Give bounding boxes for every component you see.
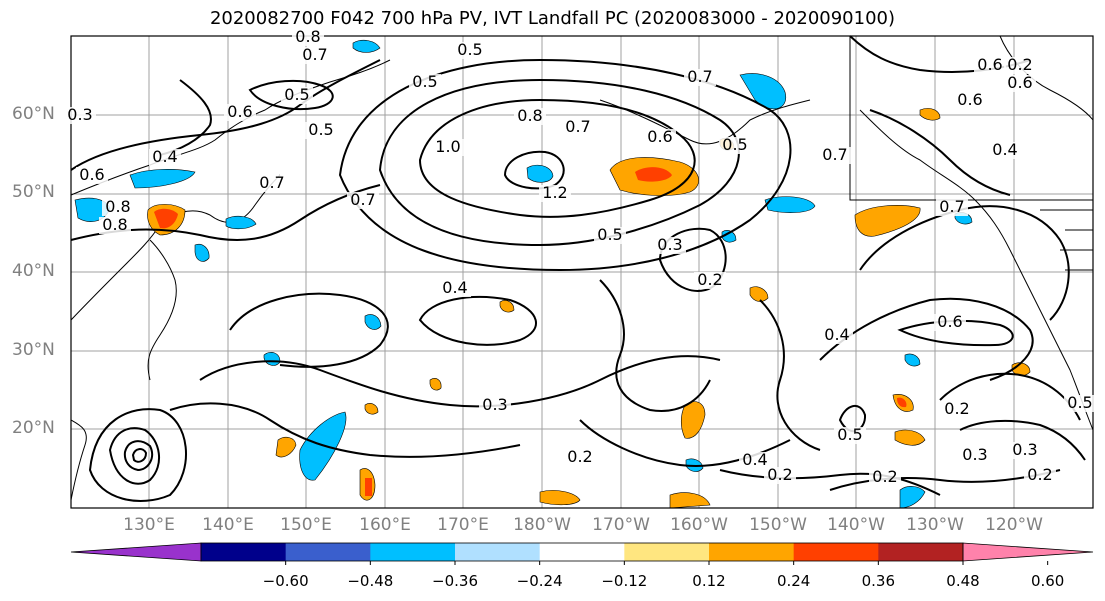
lon-label-140e: 140°E [202, 515, 254, 535]
colorbar-segment [793, 543, 879, 561]
colorbar-tick-label: 0.24 [776, 572, 811, 590]
lat-label-20n: 20°N [12, 418, 55, 438]
contour-label: 0.5 [597, 225, 622, 244]
colorbar-extend-low [70, 542, 202, 562]
colorbar-tick-label: −0.36 [432, 572, 478, 590]
contour-label: 0.2 [767, 465, 792, 484]
contour-label: 0.6 [1007, 73, 1032, 92]
colorbar-segment [285, 543, 371, 561]
contour-label: 0.4 [824, 325, 849, 344]
contour-label: 0.7 [939, 197, 964, 216]
contour-label: 0.3 [962, 445, 987, 464]
colorbar-extend-high [962, 542, 1094, 562]
colorbar-tick-label: 0.60 [1030, 572, 1065, 590]
colorbar-segment [624, 543, 710, 561]
lat-label-50n: 50°N [12, 182, 55, 202]
lon-label-130e: 130°E [123, 515, 175, 535]
colorbar-tick-label: 0.36 [861, 572, 896, 590]
contour-label: 0.5 [284, 85, 309, 104]
lon-label-160w: 160°W [670, 515, 728, 535]
lon-label-170e: 170°E [437, 515, 489, 535]
contour-label: 0.3 [1012, 440, 1037, 459]
lat-label-60n: 60°N [12, 104, 55, 124]
contour-label: 0.2 [1027, 465, 1052, 484]
colorbar-segment [878, 543, 964, 561]
contour-label: 0.5 [308, 120, 333, 139]
colorbar-tick-label: −0.48 [347, 572, 394, 590]
contour-label: 0.8 [517, 106, 542, 125]
colorbar-segment [539, 543, 625, 561]
contour-label: 0.2 [872, 467, 897, 486]
contour-label: 0.4 [152, 147, 177, 166]
contour-label: 0.7 [302, 45, 327, 64]
contour-label: 0.7 [259, 173, 284, 192]
map-frame [70, 35, 1094, 509]
contour-label: 0.8 [102, 215, 127, 234]
contour-label: 0.6 [937, 312, 962, 331]
contour-label: 0.3 [482, 395, 507, 414]
contour-label: 0.7 [350, 190, 375, 209]
lon-label-150e: 150°E [280, 515, 332, 535]
colorbar-tick-label: 0.48 [946, 572, 980, 590]
contour-label: 0.4 [992, 140, 1017, 159]
contour-labels: 0.80.70.60.50.50.50.70.70.30.40.60.80.80… [64, 27, 1096, 486]
lat-label-40n: 40°N [12, 261, 55, 281]
contour-label: 0.6 [79, 165, 104, 184]
contour-label: 0.8 [295, 27, 320, 46]
lon-label-160e: 160°E [359, 515, 411, 535]
colorbar-tick-label: −0.60 [262, 572, 309, 590]
colorbar-segment [455, 543, 541, 561]
colorbar-tick-label: −0.12 [601, 572, 648, 590]
contour-label: 0.7 [687, 67, 712, 86]
contour-label: 0.5 [412, 72, 437, 91]
pv-shading [74, 39, 1031, 509]
contour-label: 0.4 [742, 450, 767, 469]
contour-label: 0.5 [457, 40, 482, 59]
contour-label: 0.6 [957, 90, 982, 109]
lat-label-30n: 30°N [12, 340, 55, 360]
colorbar-tick-label: 0.12 [692, 572, 726, 590]
contour-label: 0.7 [822, 145, 847, 164]
contour-label: 0.4 [442, 278, 467, 297]
lon-label-120w: 120°W [985, 515, 1043, 535]
contour-label: 0.5 [722, 135, 747, 154]
colorbar-tick-label: −0.24 [516, 572, 563, 590]
contour-label: 0.2 [567, 447, 592, 466]
contour-label: 0.5 [1067, 393, 1092, 412]
contour-label: 0.6 [977, 55, 1002, 74]
contour-label: 0.8 [105, 197, 130, 216]
pv-contours [70, 35, 1086, 502]
contour-label: 0.6 [227, 102, 252, 121]
colorbar-segment [201, 543, 287, 561]
lon-label-130w: 130°W [906, 515, 964, 535]
contour-label: 0.3 [67, 105, 92, 124]
colorbar-segment [370, 543, 456, 561]
lon-label-150w: 150°W [749, 515, 807, 535]
lon-label-170w: 170°W [592, 515, 650, 535]
contour-label: 0.6 [647, 127, 672, 146]
contour-label: 0.2 [944, 399, 969, 418]
contour-label: 1.2 [542, 183, 567, 202]
map-title: 2020082700 F042 700 hPa PV, IVT Landfall… [209, 8, 896, 29]
colorbar [70, 542, 1094, 565]
contour-label: 1.0 [435, 137, 460, 156]
colorbar-segment [709, 543, 795, 561]
lon-label-140w: 140°W [827, 515, 885, 535]
lon-label-180w: 180°W [513, 515, 571, 535]
contour-label: 0.7 [565, 117, 590, 136]
contour-label: 0.2 [1007, 55, 1032, 74]
contour-label: 0.3 [657, 235, 682, 254]
contour-label: 0.2 [697, 270, 722, 289]
contour-label: 0.5 [837, 425, 862, 444]
